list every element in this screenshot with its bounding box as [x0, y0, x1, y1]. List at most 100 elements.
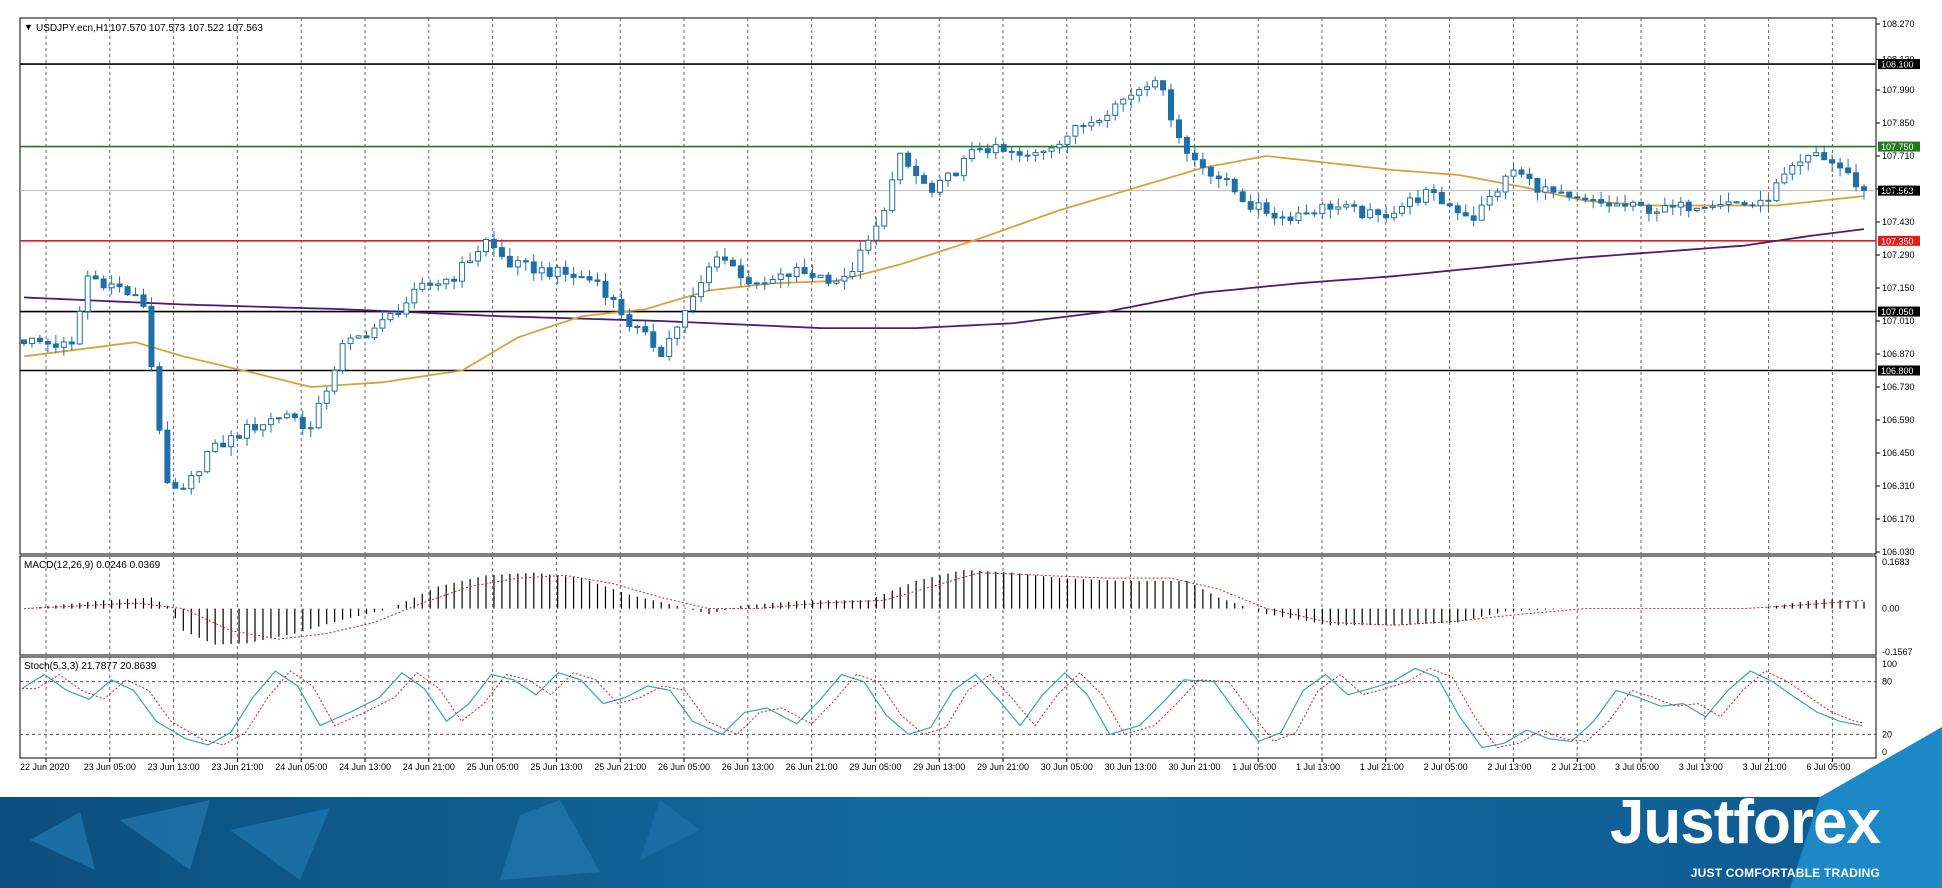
candle-body: [467, 260, 474, 264]
candle-body: [212, 442, 219, 452]
candle-body: [522, 260, 529, 263]
candle-body: [1375, 209, 1382, 216]
time-label: 30 Jun 21:00: [1168, 762, 1220, 772]
candle-body: [355, 335, 362, 339]
candle-body: [1024, 154, 1031, 157]
candle-body: [419, 282, 426, 290]
price-tick-label: 107.570: [1882, 184, 1915, 194]
time-label: 2 Jul 13:00: [1487, 762, 1531, 772]
candle-body: [952, 172, 959, 177]
candle-body: [1422, 189, 1429, 203]
time-label: 23 Jun 13:00: [148, 762, 200, 772]
level-price-label: 107.350: [1881, 236, 1914, 246]
candle-body: [690, 296, 697, 312]
candle-body: [913, 165, 920, 177]
candle-body: [865, 239, 872, 251]
chart-header-symbol: USDJPY.ecn,H1: [36, 23, 109, 34]
candle-body: [451, 278, 458, 282]
candle-body: [1183, 137, 1190, 154]
candle-body: [618, 298, 625, 316]
time-label: 26 Jun 21:00: [786, 762, 838, 772]
current-price-label: 107.563: [1881, 186, 1914, 196]
candle-body: [220, 442, 227, 448]
candle-body: [1534, 178, 1541, 193]
candle-body: [1645, 204, 1652, 214]
candle-body: [1717, 203, 1724, 207]
candle-body: [1231, 178, 1238, 193]
candle-body: [331, 369, 338, 392]
candle-body: [1622, 203, 1629, 207]
candle-body: [1112, 103, 1119, 116]
candle-body: [251, 424, 258, 431]
candle-body: [1821, 152, 1828, 161]
time-label: 22 Jun 2020: [20, 762, 70, 772]
level-price-label: 106.800: [1881, 366, 1914, 376]
candle-body: [1247, 201, 1254, 210]
candle-body: [1805, 154, 1812, 163]
price-tick-label: 107.150: [1882, 283, 1915, 293]
time-label: 25 Jun 13:00: [530, 762, 582, 772]
candle-body: [1781, 173, 1788, 184]
ma-slow-line: [23, 228, 1865, 329]
candle-body: [1462, 212, 1469, 217]
candle-body: [1175, 119, 1182, 139]
level-price-tag: [1878, 59, 1920, 70]
candle-body: [1279, 216, 1286, 219]
candle-body: [475, 251, 482, 262]
candle-body: [1510, 169, 1517, 177]
candle-body: [395, 312, 402, 315]
candle-body: [785, 273, 792, 277]
brand-logo[interactable]: Justforex: [1609, 788, 1881, 857]
candle-body: [68, 341, 75, 345]
chart-header-arrow[interactable]: ▼: [24, 22, 33, 32]
candle-body: [403, 302, 410, 315]
candle-body: [92, 275, 99, 280]
candle-body: [1088, 121, 1095, 127]
candle-body: [387, 312, 394, 321]
candles-layer: [21, 76, 1867, 495]
candle-body: [506, 255, 513, 268]
candle-body: [1637, 201, 1644, 206]
candle-body: [315, 402, 322, 429]
candle-body: [52, 343, 59, 348]
candle-body: [371, 327, 378, 339]
candle-body: [554, 266, 561, 277]
time-label: 6 Jul 05:00: [1806, 762, 1850, 772]
candle-body: [793, 267, 800, 277]
candle-body: [1215, 175, 1222, 180]
candle-body: [873, 225, 880, 241]
macd-y-axis: 0.1683 0.00 -0.1567: [1882, 557, 1913, 657]
candle-body: [443, 278, 450, 285]
candle-body: [291, 413, 298, 419]
candle-body: [737, 265, 744, 279]
candle-body: [841, 275, 848, 282]
candle-body: [108, 283, 115, 289]
macd-grid: [45, 556, 1833, 655]
candle-body: [1399, 205, 1406, 214]
price-tick-label: 106.730: [1882, 382, 1915, 392]
candle-body: [889, 179, 896, 212]
candle-body: [1152, 80, 1159, 88]
candle-body: [1391, 212, 1398, 219]
candle-body: [1630, 201, 1637, 207]
candle-body: [984, 148, 991, 154]
candle-body: [323, 390, 330, 404]
candle-body: [1080, 124, 1087, 127]
candle-body: [1438, 191, 1445, 205]
banner-shape: [640, 800, 700, 860]
price-panel: 108.100 107.750 107.350 107.050 106.800 107.5…: [19, 17, 1920, 557]
time-label: 29 Jun 13:00: [913, 762, 965, 772]
price-tick-label: 107.430: [1882, 217, 1915, 227]
time-label: 1 Jul 21:00: [1360, 762, 1404, 772]
candle-body: [698, 282, 705, 298]
macd-panel: 0.1683 0.00 -0.1567 MACD(12,26,9) 0.0246 0…: [19, 555, 1913, 657]
price-y-axis: 108.270 108.120 107.990 107.850 107.710 107.5…: [1876, 19, 1915, 557]
candle-body: [1072, 124, 1079, 137]
level-price-tag: [1878, 306, 1920, 317]
price-tick-label: 108.270: [1882, 19, 1915, 29]
candle-body: [1598, 199, 1605, 204]
time-label: 24 Jun 13:00: [339, 762, 391, 772]
price-tick-label: 107.710: [1882, 151, 1915, 161]
candle-body: [881, 210, 888, 227]
candle-body: [944, 172, 951, 181]
